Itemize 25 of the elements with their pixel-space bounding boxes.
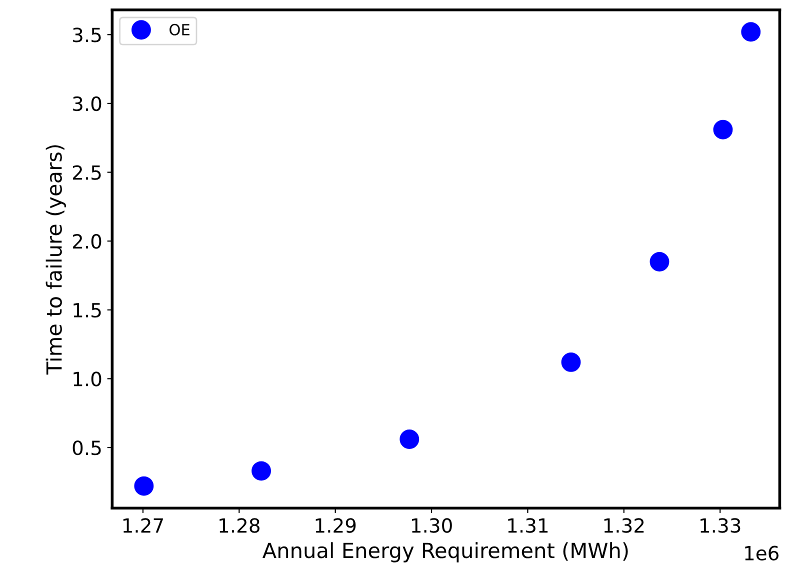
y-tick-label: 2.5 — [72, 165, 101, 180]
point — [561, 352, 581, 372]
x-tick-label: 1.30 — [412, 518, 452, 533]
x-tick-label: 1.27 — [123, 518, 163, 533]
legend-label: OE — [170, 24, 190, 36]
point — [741, 22, 761, 42]
x-tick-label: 1.33 — [700, 518, 740, 533]
x-tick-label: 1.32 — [604, 518, 644, 533]
point — [400, 430, 420, 449]
x-tick-label: 1.28 — [220, 518, 260, 533]
text: 1e6 — [745, 546, 779, 560]
x-tick-label: 1.31 — [508, 518, 548, 533]
point — [252, 461, 271, 481]
point — [134, 476, 154, 496]
y-tick-label: 3.5 — [73, 28, 101, 42]
y-axis-title: Time to failure (years) — [46, 145, 66, 375]
y-tick-label: 1.5 — [74, 303, 101, 318]
y-tick-label: 2.0 — [72, 234, 102, 249]
point — [713, 120, 733, 140]
y-tick-label: 1.0 — [74, 372, 102, 386]
y-tick-label: 0.5 — [72, 440, 101, 456]
y-tick-label: 3.0 — [73, 96, 102, 112]
point — [650, 252, 670, 272]
x-axis-title: Annual Energy Requirement (MWh) — [262, 542, 628, 562]
x-tick-label: 1.29 — [316, 518, 356, 533]
